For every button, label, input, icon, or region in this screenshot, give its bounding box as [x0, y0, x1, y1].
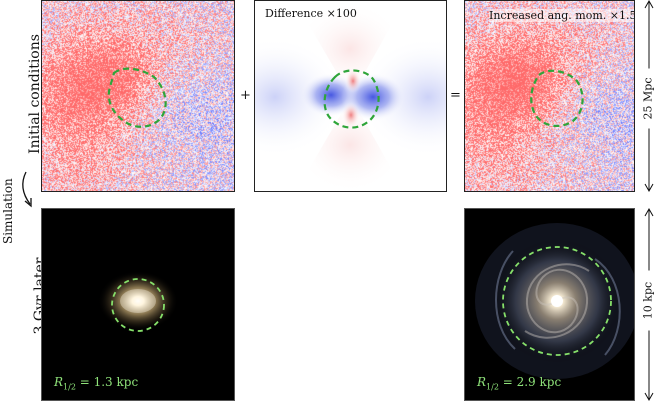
scale-label-10kpc: 10 kpc	[641, 270, 655, 331]
half-mass-radius-circle-left	[111, 278, 165, 332]
difference-title: Difference ×100	[265, 7, 357, 20]
difference-map	[255, 1, 446, 191]
initial-region-contour	[107, 67, 167, 128]
simulation-arrow-icon	[22, 171, 32, 208]
equals-operator: =	[450, 88, 461, 103]
plus-operator: +	[240, 88, 251, 103]
simulation-label: Simulation	[1, 178, 15, 244]
difference-region-contour	[323, 69, 380, 129]
initial-density-field	[42, 1, 234, 191]
initial-conditions-panel	[41, 0, 235, 192]
compact-galaxy-panel: R1/2 = 1.3 kpc	[41, 208, 235, 401]
increased-ang-mom-panel: Increased ang. mom. ×1.5	[464, 0, 635, 192]
radius-label-right: R1/2 = 2.9 kpc	[477, 375, 562, 392]
compact-galaxy-image	[98, 271, 178, 332]
extended-galaxy-image	[475, 223, 634, 379]
scale-label-25mpc: 25 Mpc	[641, 68, 655, 129]
modified-region-contour	[530, 69, 584, 127]
difference-panel: Difference ×100	[254, 0, 447, 192]
half-mass-radius-circle-right	[502, 246, 612, 356]
modified-density-field	[465, 1, 634, 191]
increased-title: Increased ang. mom. ×1.5	[489, 9, 635, 22]
extended-galaxy-panel: R1/2 = 2.9 kpc	[464, 208, 635, 401]
radius-label-left: R1/2 = 1.3 kpc	[54, 375, 139, 392]
